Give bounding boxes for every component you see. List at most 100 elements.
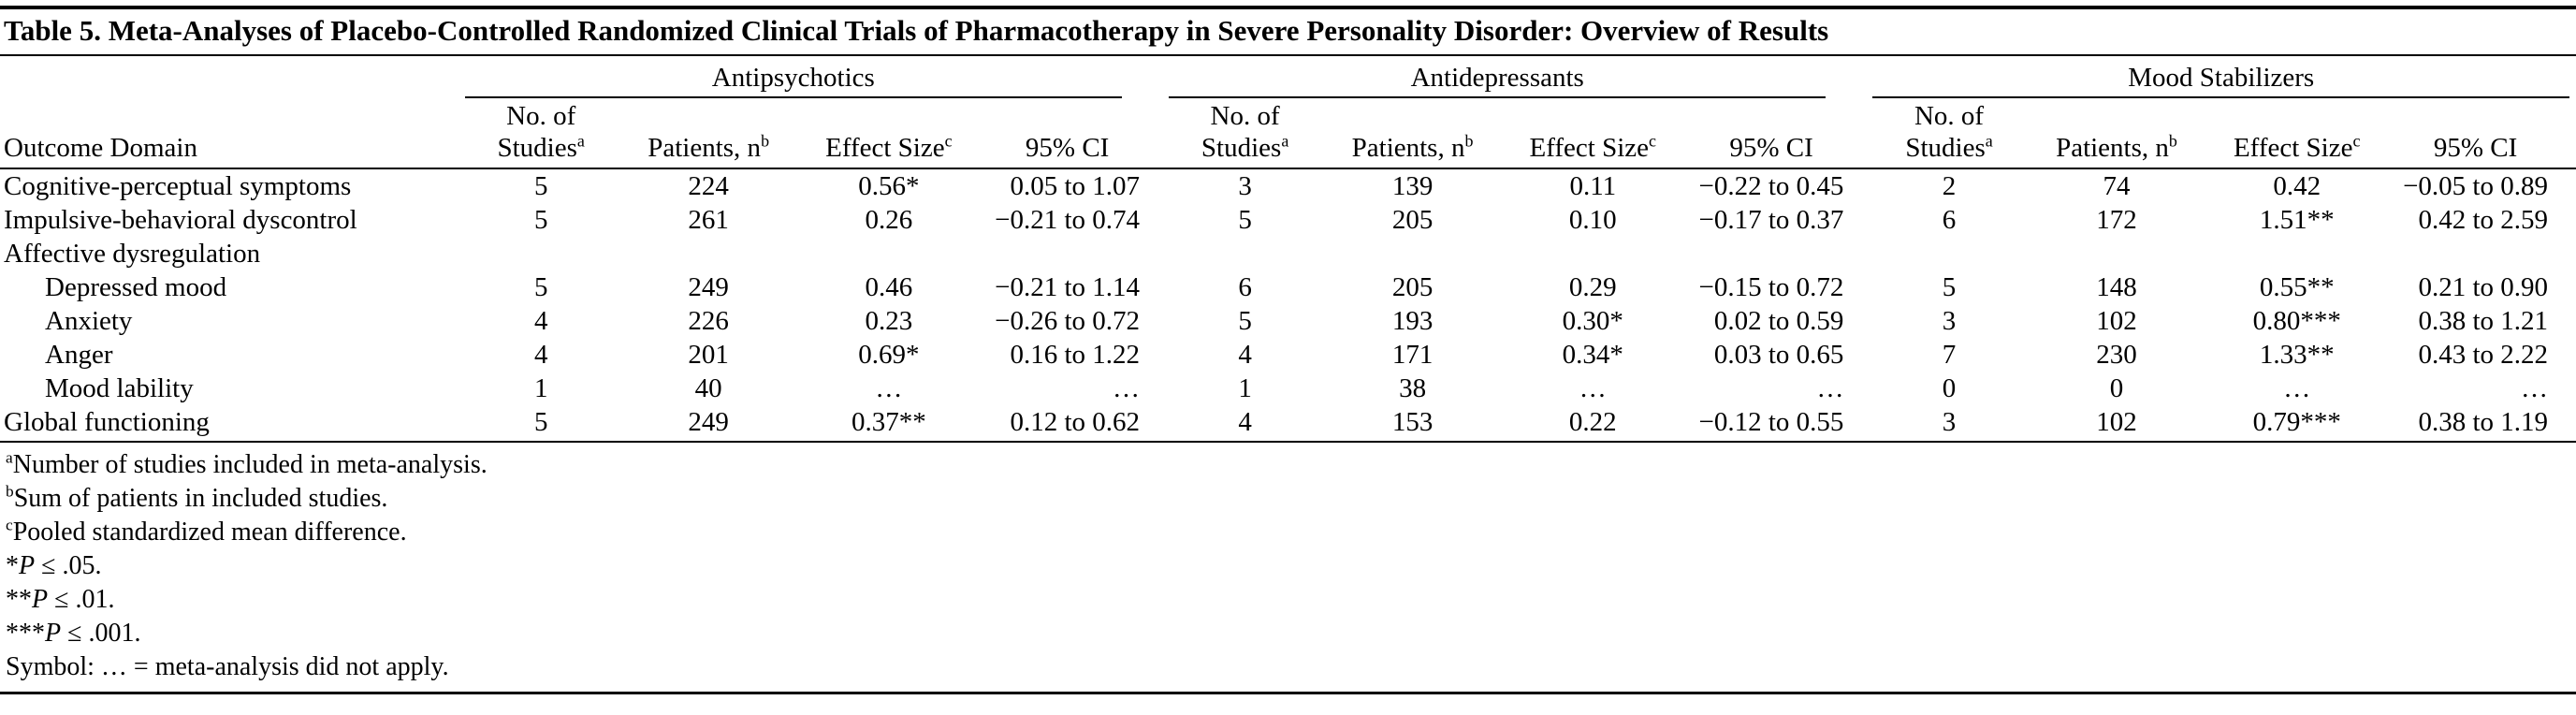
column-header-superscript: b	[761, 131, 770, 151]
cell: 3	[1238, 171, 1252, 201]
group-header: Antipsychotics	[464, 56, 1168, 99]
cell: 5	[533, 272, 548, 302]
cell: −0.12 to 0.55	[1682, 405, 1872, 443]
column-header-line1: No. of	[506, 101, 576, 131]
cell: 226	[688, 306, 729, 336]
column-header: 95% CI	[1682, 99, 1872, 169]
footnote: Symbol: … = meta-analysis did not apply.	[6, 652, 449, 681]
cell: −0.15 to 0.72	[1698, 272, 1844, 302]
cell: 261	[688, 205, 729, 235]
table-title: Table 5. Meta-Analyses of Placebo-Contro…	[0, 9, 2576, 56]
cell: 0.11	[1569, 171, 1617, 201]
table-row: Global functioning 5 249 0.37** 0.12 to 0.62…	[0, 405, 2576, 443]
cell: 40	[694, 373, 722, 403]
column-header-line2: Studiesa	[497, 131, 585, 163]
table-body: Cognitive-perceptual symptoms 5 224 0.56* 0.…	[0, 168, 2576, 443]
cell: 3	[1871, 405, 2027, 443]
cell: 171	[1391, 340, 1434, 370]
row-label: Mood lability	[45, 373, 194, 403]
cell: 0.29	[1568, 272, 1617, 302]
cell: 193	[1391, 306, 1434, 336]
row-label: Impulsive-behavioral dyscontrol	[4, 205, 357, 235]
cell: 3	[1942, 306, 1957, 336]
cell: 0.42	[2273, 171, 2321, 201]
column-header-line2: Patients, nb	[1351, 131, 1474, 163]
cell: 205	[1391, 272, 1434, 302]
column-header-line2: 95% CI	[2433, 133, 2518, 163]
cell	[1322, 237, 1503, 270]
results-table: Antipsychotics Antidepressants Mood Stabil…	[0, 56, 2576, 443]
cell: −0.22 to 0.45	[1698, 171, 1844, 201]
cell: 230	[2096, 340, 2137, 370]
cell: 4	[533, 306, 548, 336]
cell: −0.05 to 0.89	[2403, 171, 2548, 201]
cell: 5	[463, 405, 619, 443]
cell: 224	[688, 171, 729, 201]
column-header: Patients, nb	[2026, 99, 2207, 169]
column-header-superscript: a	[576, 131, 585, 151]
cell: 7	[1942, 340, 1957, 370]
outcome-domain-header: Outcome Domain	[0, 99, 464, 169]
cell: 0.80***	[2252, 306, 2341, 336]
footnote: **P ≤ .01.	[6, 585, 115, 614]
cell	[464, 237, 619, 270]
row-label: Anxiety	[45, 306, 133, 336]
group-header-label: Antipsychotics	[464, 57, 1123, 98]
footnote: aNumber of studies included in meta-anal…	[6, 448, 488, 479]
cell: 0.10	[1568, 205, 1617, 235]
footnote: cPooled standardized mean difference.	[6, 516, 407, 547]
cell: 1.33**	[2259, 340, 2335, 370]
row-label: Cognitive-perceptual symptoms	[4, 171, 352, 201]
cell: …	[2521, 373, 2548, 403]
footnotes: aNumber of studies included in meta-anal…	[0, 443, 2576, 686]
column-header-line2: Effect Sizec	[1529, 131, 1657, 163]
table-row: Anger 4 201 0.69* 0.16 to 1.22 4 171 0.34* 0.03 …	[0, 338, 2576, 372]
column-header-superscript: c	[944, 131, 953, 151]
cell: 0.12 to 0.62	[979, 405, 1169, 443]
top-rule	[0, 6, 2576, 9]
cell	[619, 237, 799, 270]
row-label: Depressed mood	[45, 272, 227, 302]
column-header: No. of Studiesa	[463, 99, 619, 169]
cell: 0.46	[865, 272, 913, 302]
cell: 0.26	[865, 205, 913, 235]
cell: −0.21 to 0.74	[995, 205, 1141, 235]
cell: 139	[1391, 171, 1434, 201]
cell: −0.17 to 0.37	[1698, 205, 1844, 235]
cell: 0	[2109, 373, 2124, 403]
row-label: Affective dysregulation	[4, 239, 261, 269]
cell: 0.05 to 1.07	[1010, 171, 1141, 201]
column-header-line2: 95% CI	[1025, 133, 1110, 163]
cell: 0	[1942, 373, 1957, 403]
cell	[1683, 237, 1872, 270]
cell: 38	[1399, 373, 1427, 403]
group-header-row: Antipsychotics Antidepressants Mood Stabil…	[0, 56, 2576, 99]
column-header: No. of Studiesa	[1871, 99, 2027, 169]
cell: 0.38 to 1.19	[2387, 405, 2576, 443]
cell: …	[875, 373, 903, 403]
cell: 0.79***	[2206, 405, 2388, 443]
column-header-row: Outcome Domain No. of Studiesa Patients, nb…	[0, 99, 2576, 169]
group-header: Antidepressants	[1168, 56, 1871, 99]
column-header-line2: Effect Sizec	[2233, 131, 2361, 163]
column-header-line2: 95% CI	[1729, 133, 1813, 163]
column-header-line2: Studiesa	[1201, 131, 1289, 163]
cell	[1168, 237, 1322, 270]
column-header-superscript: a	[1281, 131, 1289, 151]
footnote-superscript: b	[6, 482, 14, 501]
column-header-line2: Studiesa	[1905, 131, 1993, 163]
cell: 102	[2096, 306, 2137, 336]
column-header-superscript: b	[1464, 131, 1474, 151]
group-header-label: Antidepressants	[1169, 57, 1826, 98]
cell: 102	[2026, 405, 2207, 443]
column-header-line1: No. of	[1210, 101, 1280, 131]
cell: 0.55**	[2259, 272, 2335, 302]
cell: 4	[533, 340, 548, 370]
cell: 172	[2096, 205, 2137, 235]
column-header-line2: Effect Sizec	[825, 131, 953, 163]
footnote-superscript: c	[6, 516, 13, 534]
cell: 1	[1238, 373, 1252, 403]
row-header-spacer	[0, 56, 464, 99]
column-header: Effect Sizec	[798, 99, 980, 169]
table-row: Anxiety 4 226 0.23 −0.26 to 0.72 5 193 0.30* 0.0…	[0, 304, 2576, 338]
